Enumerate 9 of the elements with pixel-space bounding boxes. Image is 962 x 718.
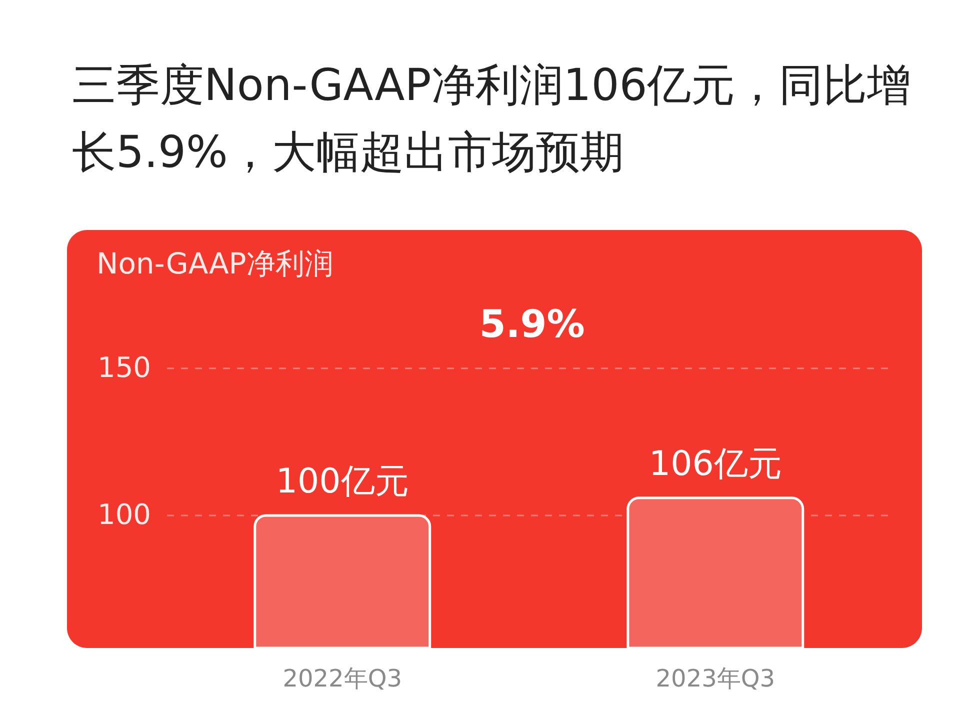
chart-title: 三季度Non-GAAP净利润106亿元，同比增长5.9%，大幅超出市场预期 [72, 60, 912, 178]
x-tick-label: 2023年Q3 [656, 664, 776, 692]
data-label: 100亿元 [276, 462, 409, 502]
x-tick-label: 2022年Q3 [282, 664, 402, 692]
y-tick-label: 100 [98, 498, 151, 532]
y-axis-title: Non-GAAP净利润 [96, 246, 334, 280]
annotation: 5.9% [479, 302, 585, 346]
data-label: 106亿元 [648, 444, 782, 484]
y-tick-label: 150 [98, 350, 151, 384]
